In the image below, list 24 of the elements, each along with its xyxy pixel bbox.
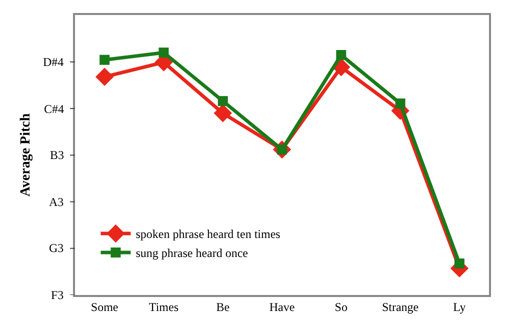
legend-label: spoken phrase heard ten times bbox=[136, 227, 281, 242]
point bbox=[214, 104, 232, 122]
x-tick-label: Have bbox=[269, 300, 295, 314]
text: G3 bbox=[49, 241, 64, 255]
x-tick-label: So bbox=[334, 300, 348, 314]
x-tick-label: Times bbox=[148, 300, 179, 314]
point bbox=[158, 48, 169, 58]
x-tick-label: Be bbox=[216, 300, 230, 314]
text: A3 bbox=[49, 195, 64, 209]
legend-label: sung phrase heard once bbox=[136, 246, 248, 260]
text: D#4 bbox=[43, 55, 64, 69]
point bbox=[336, 50, 346, 60]
point bbox=[95, 68, 114, 86]
point bbox=[100, 54, 110, 65]
point bbox=[454, 258, 464, 268]
text: B3 bbox=[50, 148, 64, 162]
x-tick-label: Ly bbox=[453, 300, 466, 314]
text: F3 bbox=[51, 288, 64, 302]
text: C#4 bbox=[44, 102, 64, 116]
x-tick-label: Strange bbox=[382, 300, 419, 314]
point bbox=[218, 96, 228, 106]
point bbox=[395, 98, 406, 108]
x-tick-label: Some bbox=[90, 300, 118, 314]
y-axis-title: Average Pitch bbox=[18, 113, 34, 197]
